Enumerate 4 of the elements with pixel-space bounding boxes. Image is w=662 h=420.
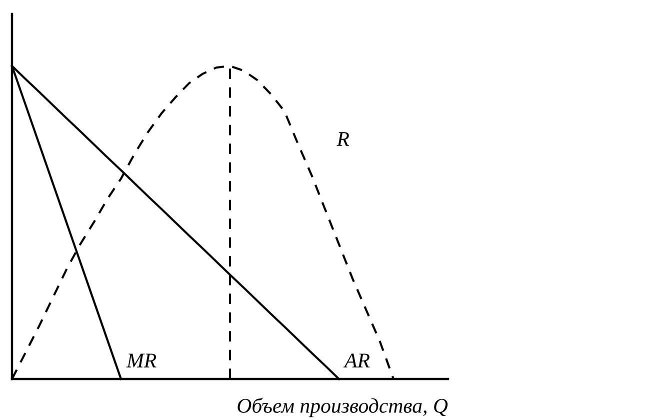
x-axis-title: Объем производства, Q [238,398,448,418]
series-label: MR [126,354,156,368]
series-label: AR [343,354,370,368]
series-label: R [336,132,350,146]
